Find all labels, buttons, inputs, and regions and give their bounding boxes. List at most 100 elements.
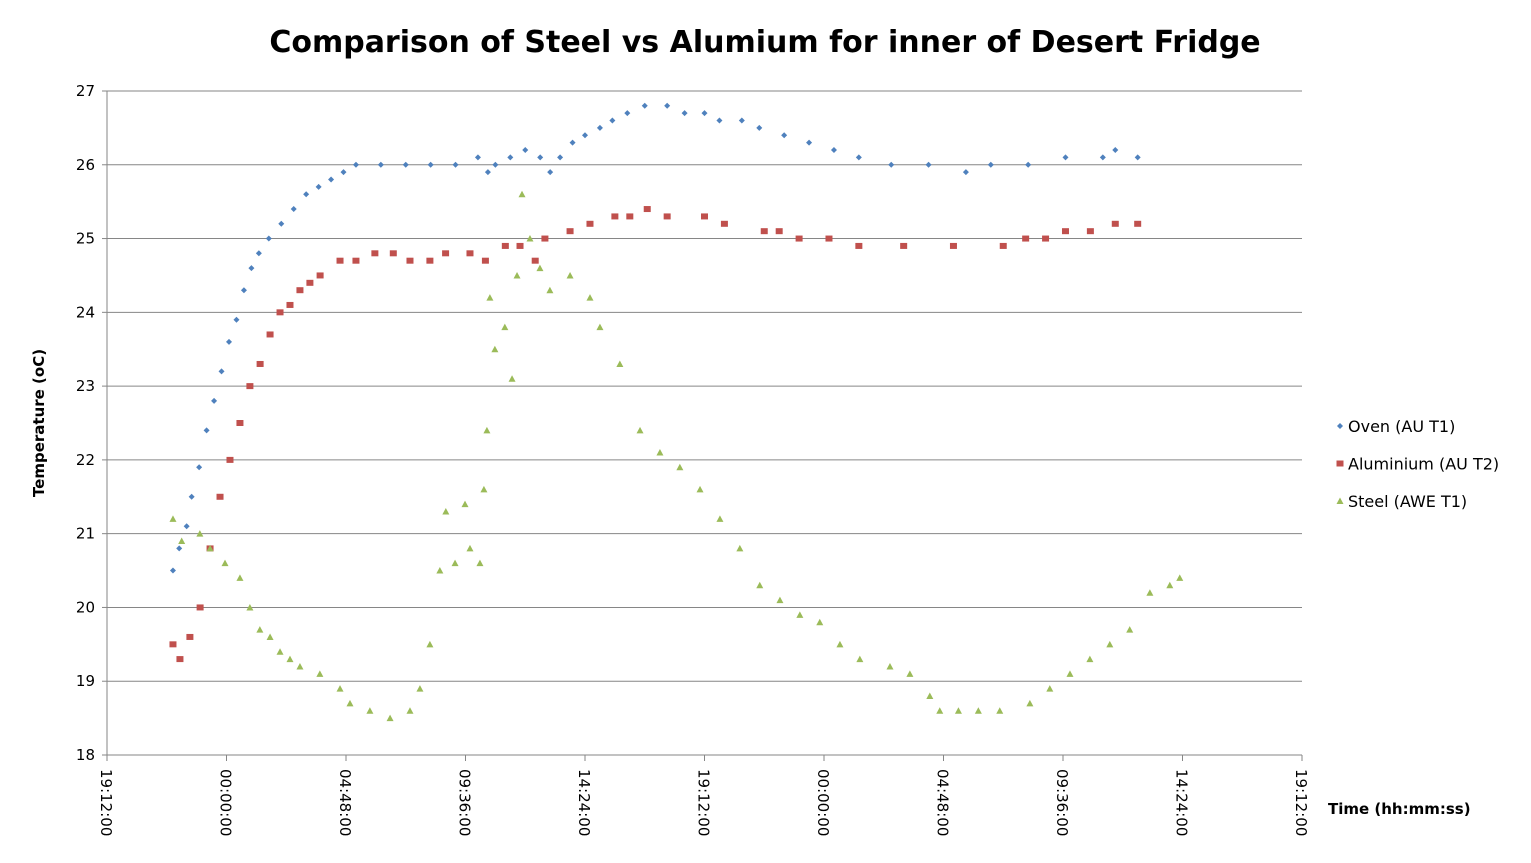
point [389, 250, 397, 257]
legend-marker [1336, 460, 1344, 467]
point [760, 228, 768, 235]
point [346, 699, 354, 707]
point [476, 559, 484, 567]
legend-marker [1337, 423, 1343, 429]
point [681, 110, 688, 117]
point [611, 213, 619, 220]
point [501, 242, 509, 249]
point [569, 139, 576, 146]
point [508, 375, 516, 382]
point [316, 272, 324, 279]
point [466, 544, 474, 552]
point [206, 544, 214, 552]
point [1086, 228, 1094, 235]
point [736, 544, 744, 552]
point [582, 132, 588, 139]
point [566, 228, 574, 235]
point [169, 567, 176, 574]
x-tick-label: 19:12:00 [695, 769, 713, 836]
point [513, 271, 521, 279]
point [855, 242, 863, 249]
point [516, 242, 524, 249]
point [426, 640, 434, 648]
point [925, 161, 932, 168]
point [888, 161, 895, 168]
point [526, 235, 534, 242]
point [442, 250, 450, 257]
y-tick-label: 20 [76, 598, 95, 616]
point [636, 426, 644, 434]
chart-title: Comparison of Steel vs Alumium for inner… [269, 25, 1260, 60]
point [1062, 154, 1069, 161]
point [236, 420, 244, 426]
point [452, 161, 459, 168]
point [518, 190, 526, 198]
y-tick-label: 25 [76, 230, 95, 248]
x-tick-label: 14:24:00 [575, 769, 593, 836]
point [336, 685, 344, 692]
point [1025, 161, 1032, 168]
point [256, 626, 264, 633]
point [547, 169, 554, 176]
point [481, 257, 489, 264]
point [586, 220, 594, 227]
y-tick-label: 21 [76, 525, 95, 543]
point [336, 257, 344, 264]
point [218, 368, 225, 375]
point [186, 633, 194, 640]
x-tick-label: 14:24:00 [1173, 769, 1191, 836]
point [663, 213, 671, 220]
x-tick-label: 04:48:00 [336, 769, 354, 836]
point [999, 242, 1007, 249]
point [1042, 235, 1050, 242]
point [537, 154, 544, 161]
point [248, 265, 255, 272]
point [451, 559, 459, 567]
point [371, 250, 379, 257]
point [286, 655, 294, 663]
point [296, 287, 304, 294]
point [855, 154, 862, 161]
point [315, 183, 322, 190]
point [486, 294, 494, 301]
legend-label: Oven (AU T1) [1348, 417, 1455, 436]
point [1099, 154, 1106, 161]
point [226, 456, 234, 463]
point [176, 545, 183, 552]
point [306, 279, 314, 286]
point [474, 154, 481, 161]
point [461, 500, 469, 508]
point [366, 707, 374, 714]
point [720, 220, 728, 227]
point [609, 117, 616, 124]
point [795, 235, 803, 242]
point [340, 169, 347, 176]
point [246, 383, 254, 390]
y-tick-label: 19 [76, 672, 95, 690]
point [1126, 626, 1134, 633]
point [781, 132, 788, 139]
point [776, 596, 784, 604]
point [416, 685, 424, 692]
point [775, 228, 783, 235]
point [716, 515, 724, 522]
point [1134, 154, 1141, 161]
point [900, 242, 908, 249]
x-tick-label: 09:36:00 [1053, 769, 1071, 836]
point [276, 309, 284, 316]
point [664, 102, 671, 109]
point [188, 493, 195, 500]
point [426, 257, 434, 264]
point [926, 692, 934, 699]
point [738, 117, 745, 124]
point [352, 161, 359, 168]
point [656, 449, 664, 456]
point [796, 611, 804, 618]
point [566, 271, 574, 279]
point [256, 360, 264, 367]
point [265, 235, 272, 242]
point [546, 286, 554, 294]
legend-label: Steel (AWE T1) [1348, 492, 1467, 511]
y-tick-label: 23 [76, 377, 95, 395]
point [436, 567, 444, 574]
